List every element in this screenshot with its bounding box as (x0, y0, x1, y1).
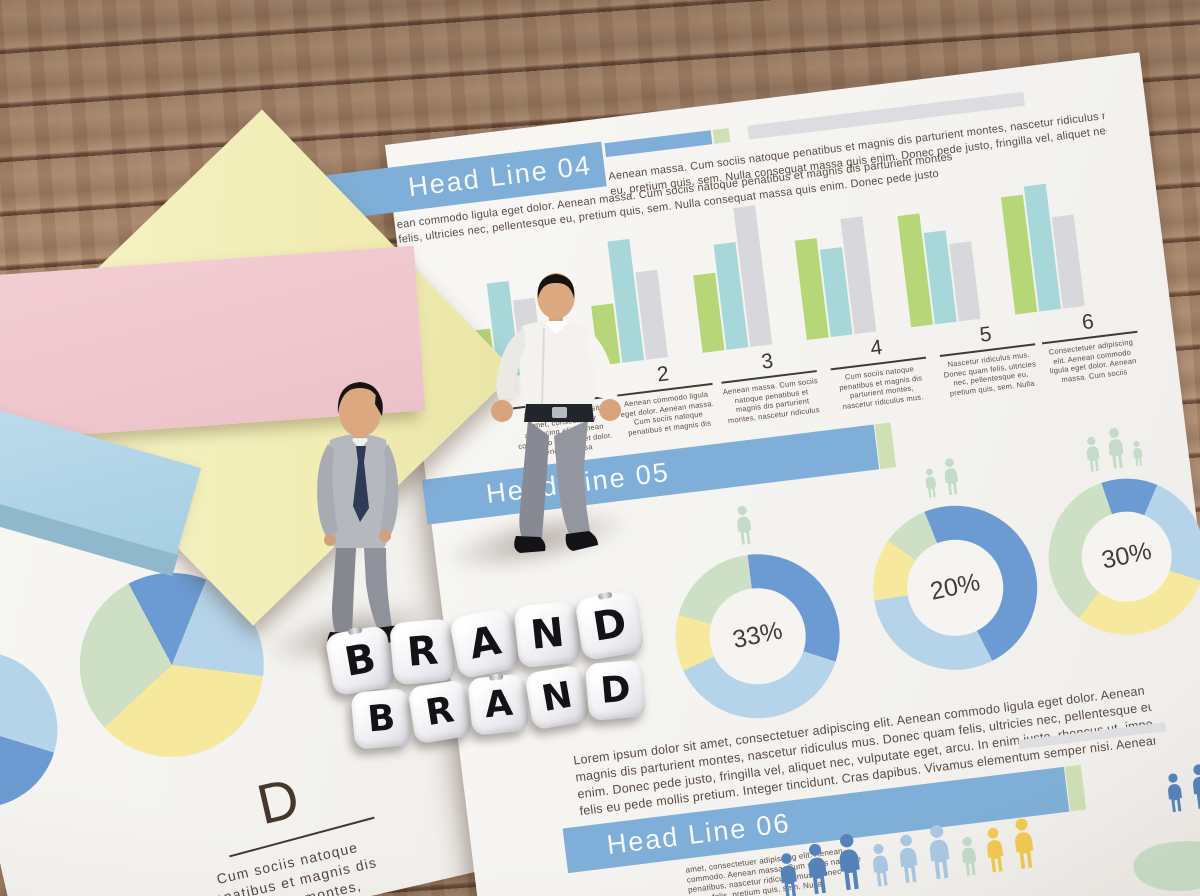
top-bar-blue (604, 130, 713, 158)
bead-hole (347, 626, 363, 636)
pictogram-group (1080, 415, 1146, 478)
person-icon (1015, 818, 1034, 869)
numbered-item-5: 5 Nascetur ridiculus mus. Donec quam feli… (936, 317, 1041, 398)
donut-hole: 30% (1076, 506, 1178, 608)
letter-bead-A: A (467, 673, 530, 736)
person-icon (808, 843, 827, 895)
bead-hole (597, 591, 613, 600)
person-icon-wrap (957, 835, 982, 882)
donut-percentage: 30% (1099, 537, 1154, 576)
person-icon-wrap (732, 504, 757, 551)
person-icon-wrap (921, 467, 940, 504)
letter-bead-R: R (407, 679, 473, 745)
letter-bead-D: D (574, 589, 646, 661)
person-icon (899, 834, 918, 884)
person-icon (737, 505, 752, 545)
bead-letter: N (528, 609, 567, 659)
edge-pie-chart (0, 636, 74, 824)
numbered-item-6: 6 Consectetuer adipiscing elit. Aenean co… (1038, 304, 1143, 386)
section-heading-d: D (251, 765, 305, 837)
person-icon (1086, 436, 1100, 472)
donut-hole: 33% (704, 583, 811, 690)
shirt-figure-body (491, 273, 621, 553)
bar-group-4 (793, 216, 877, 341)
person-icon-wrap (1103, 426, 1130, 475)
letter-bead-N: N (513, 600, 582, 669)
bead-letter: A (465, 617, 505, 669)
population-pictogram-row (773, 813, 1040, 896)
donut-percentage: 33% (730, 616, 785, 655)
top-bar-green (712, 128, 731, 144)
person-icon (780, 853, 797, 896)
bar-group-3 (686, 205, 773, 353)
person-icon (873, 843, 889, 887)
person-icon-wrap (867, 842, 895, 893)
person-icon (925, 468, 937, 498)
pictogram-group (919, 444, 964, 504)
donut-column-2: 20% (856, 436, 1047, 680)
bead-letter: N (538, 674, 576, 721)
person-icon-wrap (1008, 816, 1041, 876)
person-icon-wrap (1130, 440, 1147, 472)
person-icon (929, 824, 950, 880)
person-icon (1168, 773, 1183, 813)
letter-bead-D: D (584, 659, 647, 721)
corner-pictogram-pair (1162, 762, 1200, 819)
person-icon-wrap (1187, 762, 1200, 815)
person-icon-wrap (981, 826, 1010, 879)
person-icon-wrap (1082, 435, 1105, 478)
person-icon (987, 827, 1004, 873)
main-infographic-page: Head Line 04 Aenean massa. Cum sociis na… (318, 52, 1200, 896)
donut-percentage: 20% (927, 568, 983, 607)
person-icon (1108, 428, 1124, 469)
letter-bead-A: A (448, 606, 522, 680)
bead-letter: D (598, 668, 633, 712)
pictogram-group (730, 493, 757, 551)
headline04-title: Head Line 04 (406, 150, 594, 203)
bead-letter: A (482, 682, 515, 727)
bead-letter: B (365, 697, 397, 741)
bar-group-5 (897, 208, 981, 328)
donut-chart: 33% (666, 544, 850, 728)
numbered-item-4: 4 Cum sociis natoque penatibus et magnis … (827, 330, 931, 412)
person-icon-wrap (939, 456, 963, 501)
person-icon (944, 458, 958, 496)
bead-hole (488, 673, 503, 681)
letter-bead-N: N (524, 664, 591, 731)
person-icon-wrap (801, 841, 834, 896)
person-icon (839, 834, 860, 891)
person-icon-wrap (922, 822, 957, 886)
bead-letter: R (405, 627, 440, 677)
donut-column-1: 33% (659, 484, 850, 728)
bar-group-6 (1000, 181, 1085, 315)
donut-hole: 20% (902, 534, 1009, 641)
pie-caption: Cum sociis natoque penatibus et magnis di… (144, 822, 439, 896)
letter-bead-B: B (350, 688, 413, 750)
bead-letter: R (423, 689, 457, 735)
figurine-white-shirt-businessman (491, 273, 621, 553)
figurine-gray-suit-businessman (317, 382, 409, 648)
numbered-item-3: 3 Aenean massa. Cum sociis natoque penati… (718, 344, 822, 425)
person-icon-wrap (1162, 772, 1187, 819)
person-icon-wrap (831, 831, 867, 896)
donut-chart: 30% (1039, 469, 1200, 644)
donut-column-3: 30% (1032, 409, 1200, 644)
suit-figure-body (317, 382, 409, 648)
banner-green-cap (1064, 764, 1087, 812)
person-icon (1193, 764, 1200, 809)
map-fragment-graphic (1131, 835, 1200, 896)
donut-chart: 20% (863, 496, 1047, 680)
person-icon-wrap (774, 851, 803, 896)
person-icon (962, 837, 977, 876)
donut-chart-row: 33% 20% 30% (385, 52, 1200, 728)
letter-bead-R: R (389, 618, 457, 686)
bead-letter: B (341, 635, 380, 686)
person-icon (1133, 441, 1143, 467)
headline06-title: Head Line 06 (605, 807, 793, 861)
letter-bead-B: B (324, 624, 397, 697)
bead-letter: D (589, 600, 630, 651)
person-icon-wrap (893, 832, 925, 890)
